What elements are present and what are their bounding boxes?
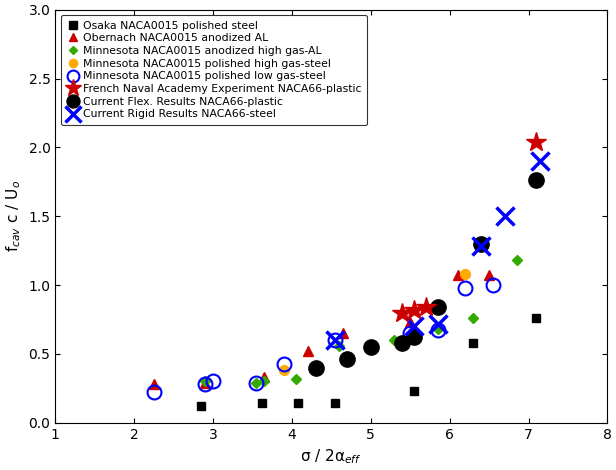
Obernach NACA0015 anodized AL [261,375,268,380]
Current Flex. Results NACA66-plastic [533,178,540,183]
Line: Minnesota NACA0015 anodized high gas-AL: Minnesota NACA0015 anodized high gas-AL [201,257,520,386]
French Naval Academy Experiment NACA66-plastic [410,307,418,313]
Y-axis label: f$_{cav}$ c / U$_o$: f$_{cav}$ c / U$_o$ [4,180,23,252]
Line: Minnesota NACA0015 polished high gas-steel: Minnesota NACA0015 polished high gas-ste… [279,269,470,375]
Line: Obernach NACA0015 anodized AL: Obernach NACA0015 anodized AL [149,271,494,389]
Minnesota NACA0015 anodized high gas-AL [410,330,418,336]
Osaka NACA0015 polished steel [258,400,265,406]
Osaka NACA0015 polished steel [198,403,205,409]
French Naval Academy Experiment NACA66-plastic [423,304,430,310]
French Naval Academy Experiment NACA66-plastic [399,310,406,315]
Current Rigid Results NACA66-steel [477,243,485,249]
Osaka NACA0015 polished steel [469,340,477,345]
Obernach NACA0015 anodized AL [339,330,347,336]
Line: Current Rigid Results NACA66-steel: Current Rigid Results NACA66-steel [326,152,549,349]
Current Flex. Results NACA66-plastic [399,340,406,345]
Minnesota NACA0015 polished low gas-steel [253,380,260,385]
Minnesota NACA0015 polished low gas-steel [201,381,209,387]
Minnesota NACA0015 polished low gas-steel [407,330,414,336]
Line: Minnesota NACA0015 polished low gas-steel: Minnesota NACA0015 polished low gas-stee… [147,278,500,400]
Line: Current Flex. Results NACA66-plastic: Current Flex. Results NACA66-plastic [308,173,544,375]
Obernach NACA0015 anodized AL [304,348,311,354]
Obernach NACA0015 anodized AL [430,304,437,310]
Current Rigid Results NACA66-steel [434,321,442,326]
Current Rigid Results NACA66-steel [537,158,544,164]
Minnesota NACA0015 anodized high gas-AL [336,343,343,348]
X-axis label: σ / 2α$_{eff}$: σ / 2α$_{eff}$ [301,447,362,466]
Osaka NACA0015 polished steel [410,388,418,394]
Current Flex. Results NACA66-plastic [312,365,319,370]
Minnesota NACA0015 anodized high gas-AL [469,315,477,321]
Minnesota NACA0015 anodized high gas-AL [513,258,521,263]
Minnesota NACA0015 anodized high gas-AL [253,380,260,385]
Current Rigid Results NACA66-steel [501,213,509,219]
Osaka NACA0015 polished steel [294,400,302,406]
Current Rigid Results NACA66-steel [410,323,418,329]
Minnesota NACA0015 anodized high gas-AL [201,379,209,384]
Current Flex. Results NACA66-plastic [434,304,442,310]
Minnesota NACA0015 polished low gas-steel [150,390,158,395]
Minnesota NACA0015 polished low gas-steel [462,285,469,290]
Line: French Naval Academy Experiment NACA66-plastic: French Naval Academy Experiment NACA66-p… [392,132,547,323]
Osaka NACA0015 polished steel [331,400,339,406]
Minnesota NACA0015 polished low gas-steel [209,379,217,384]
Obernach NACA0015 anodized AL [485,273,493,278]
Obernach NACA0015 anodized AL [201,380,209,385]
Minnesota NACA0015 polished low gas-steel [489,282,496,288]
Line: Osaka NACA0015 polished steel: Osaka NACA0015 polished steel [197,314,541,410]
Minnesota NACA0015 anodized high gas-AL [261,379,268,384]
Minnesota NACA0015 anodized high gas-AL [391,337,398,343]
Minnesota NACA0015 anodized high gas-AL [434,326,442,332]
Minnesota NACA0015 anodized high gas-AL [292,376,299,382]
Obernach NACA0015 anodized AL [407,320,414,325]
Minnesota NACA0015 polished high gas-steel [462,271,469,277]
Legend: Osaka NACA0015 polished steel, Obernach NACA0015 anodized AL, Minnesota NACA0015: Osaka NACA0015 polished steel, Obernach … [61,15,367,125]
Minnesota NACA0015 polished low gas-steel [434,328,442,333]
Current Flex. Results NACA66-plastic [410,335,418,340]
Current Flex. Results NACA66-plastic [343,357,351,362]
Current Rigid Results NACA66-steel [331,337,339,343]
Obernach NACA0015 anodized AL [150,381,158,387]
Minnesota NACA0015 polished low gas-steel [331,337,339,343]
Minnesota NACA0015 polished high gas-steel [280,368,288,373]
Current Flex. Results NACA66-plastic [367,344,375,350]
Obernach NACA0015 anodized AL [454,273,461,278]
Minnesota NACA0015 polished low gas-steel [280,360,288,366]
Osaka NACA0015 polished steel [533,315,540,321]
Current Flex. Results NACA66-plastic [477,241,485,247]
French Naval Academy Experiment NACA66-plastic [533,139,540,145]
